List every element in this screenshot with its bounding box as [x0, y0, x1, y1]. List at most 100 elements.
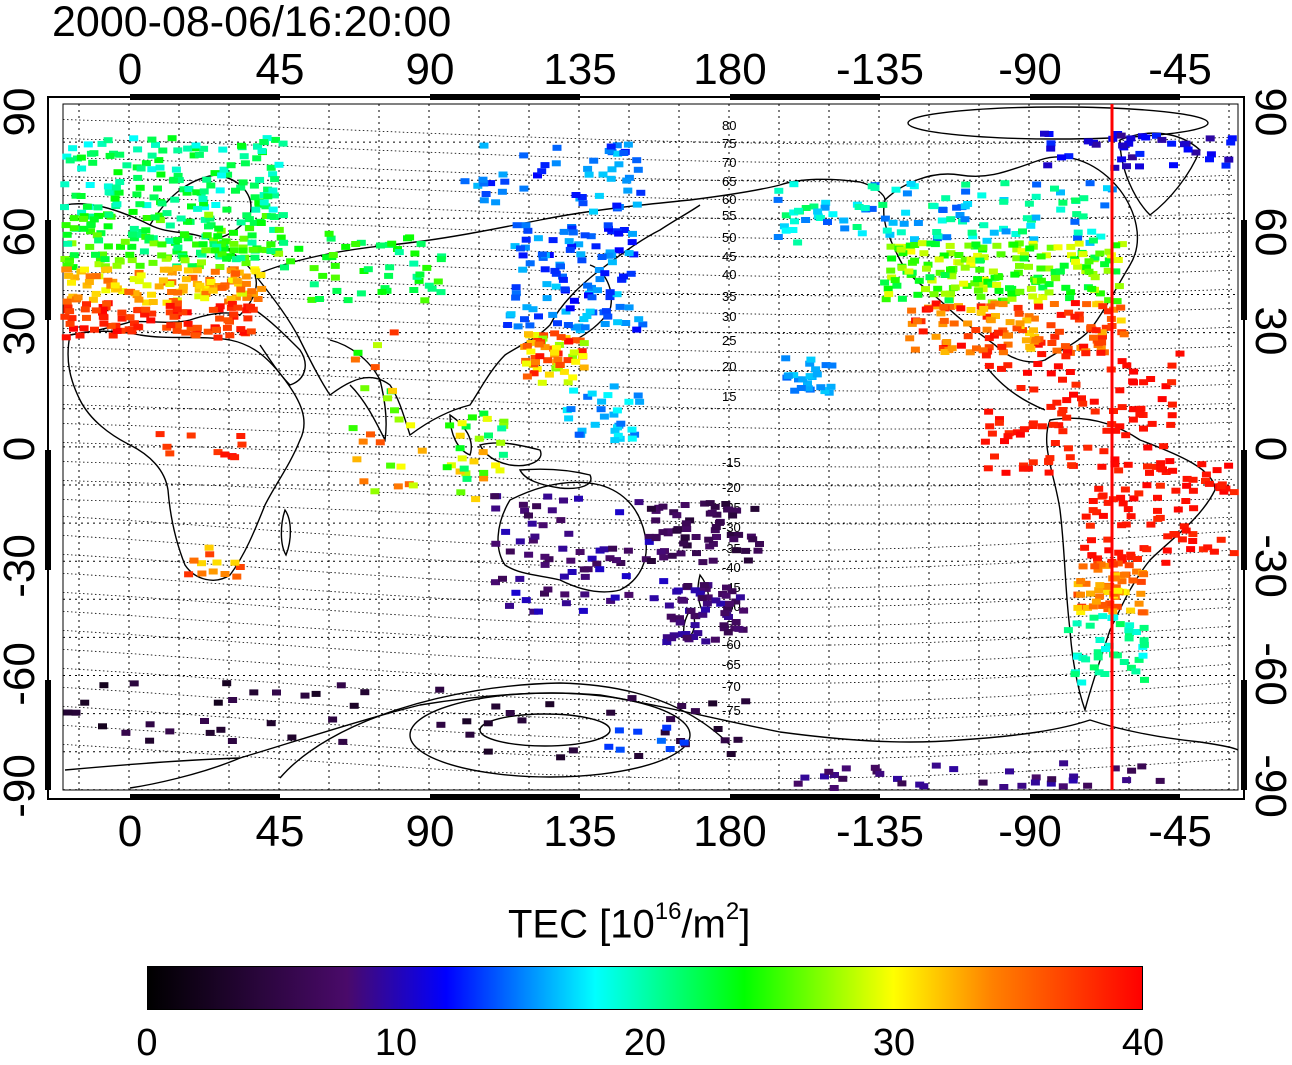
tec-point	[62, 266, 72, 273]
tec-point	[1114, 283, 1124, 290]
tec-point	[106, 322, 116, 329]
tec-point	[954, 259, 964, 266]
lat-tick-label-left: 90	[0, 88, 44, 137]
tec-point	[624, 591, 634, 598]
tec-point	[644, 538, 654, 545]
tec-point	[1086, 590, 1095, 597]
tec-point	[377, 288, 387, 295]
tec-point	[266, 720, 276, 727]
tec-point	[1227, 135, 1237, 142]
tec-point	[213, 233, 223, 240]
tec-point	[583, 566, 593, 573]
tec-point	[564, 530, 574, 537]
tec-point	[157, 200, 167, 207]
tec-point	[483, 748, 493, 755]
tec-point	[1099, 448, 1109, 455]
tec-point	[1116, 132, 1126, 139]
tec-point	[114, 189, 124, 196]
tec-point	[720, 610, 730, 617]
tec-point	[204, 211, 214, 218]
tec-point	[711, 597, 721, 604]
tec-point	[1018, 327, 1028, 334]
tec-point	[656, 737, 666, 744]
tec-point	[409, 260, 419, 267]
contour-label: 50	[722, 230, 736, 245]
tec-point	[533, 172, 542, 179]
tec-point	[527, 520, 537, 527]
tec-point	[90, 326, 99, 333]
tec-point	[923, 261, 933, 268]
tec-point	[497, 425, 507, 432]
tec-point	[140, 311, 150, 318]
tec-point	[1061, 284, 1071, 291]
tec-point	[491, 579, 500, 586]
tec-point	[971, 327, 981, 333]
tec-point	[263, 186, 273, 193]
tec-point	[679, 597, 688, 604]
tec-point	[484, 432, 493, 439]
tec-point	[1070, 671, 1080, 678]
tec-point	[910, 242, 920, 248]
tec-point	[987, 281, 997, 288]
tec-point	[607, 166, 617, 173]
magnetic-latitude-contour	[62, 535, 1234, 571]
tec-point	[1051, 275, 1061, 282]
tec-point	[147, 136, 157, 143]
tec-point	[1088, 237, 1098, 244]
tec-point	[676, 550, 686, 557]
tec-point	[278, 212, 288, 219]
tec-point	[1029, 236, 1039, 243]
tec-point	[1103, 589, 1113, 595]
tec-point	[994, 274, 1004, 281]
tec-point	[976, 309, 986, 316]
tec-point	[1096, 349, 1106, 356]
tec-point	[638, 321, 648, 328]
tec-point	[583, 282, 593, 289]
tec-point	[491, 703, 501, 710]
tec-point	[1134, 600, 1144, 607]
tec-point	[571, 324, 580, 331]
tec-point	[149, 194, 159, 201]
tec-point	[172, 327, 182, 334]
tec-point	[141, 306, 151, 313]
tec-point	[1201, 471, 1211, 478]
tec-point	[1110, 575, 1120, 582]
tec-point	[910, 346, 920, 353]
tec-point	[906, 180, 916, 187]
tec-point	[558, 276, 568, 283]
tec-point	[88, 159, 98, 166]
tec-point	[71, 192, 81, 199]
contour-label: -70	[722, 679, 741, 694]
tec-point	[253, 143, 262, 150]
tec-point	[659, 578, 669, 585]
lon-tick-label-bottom: 45	[256, 807, 305, 856]
tec-point	[115, 258, 125, 265]
tec-point	[658, 529, 668, 536]
tec-point	[812, 371, 822, 378]
tec-point	[697, 595, 707, 602]
tec-point	[934, 256, 944, 263]
tec-point	[550, 267, 560, 274]
tec-point	[1115, 387, 1125, 394]
tec-point	[479, 197, 489, 204]
tec-point	[111, 322, 121, 329]
tec-point	[1084, 268, 1094, 275]
tec-point	[150, 214, 160, 221]
tec-point	[580, 324, 590, 331]
tec-point	[1128, 378, 1138, 385]
tec-point	[259, 199, 269, 206]
tec-point	[1090, 563, 1100, 570]
magnetic-latitude-contour	[62, 461, 1234, 487]
tec-point	[984, 335, 994, 342]
tec-point	[130, 290, 140, 297]
tec-point	[1057, 410, 1067, 417]
tec-point	[1105, 600, 1115, 607]
tec-point	[820, 773, 829, 780]
tec-point	[1081, 656, 1091, 663]
tec-point	[630, 431, 640, 438]
tec-point	[1089, 334, 1098, 341]
tec-point	[376, 242, 385, 249]
tec-point	[165, 450, 175, 457]
lon-tick-label-bottom: -135	[836, 807, 924, 856]
tec-point	[226, 162, 236, 169]
